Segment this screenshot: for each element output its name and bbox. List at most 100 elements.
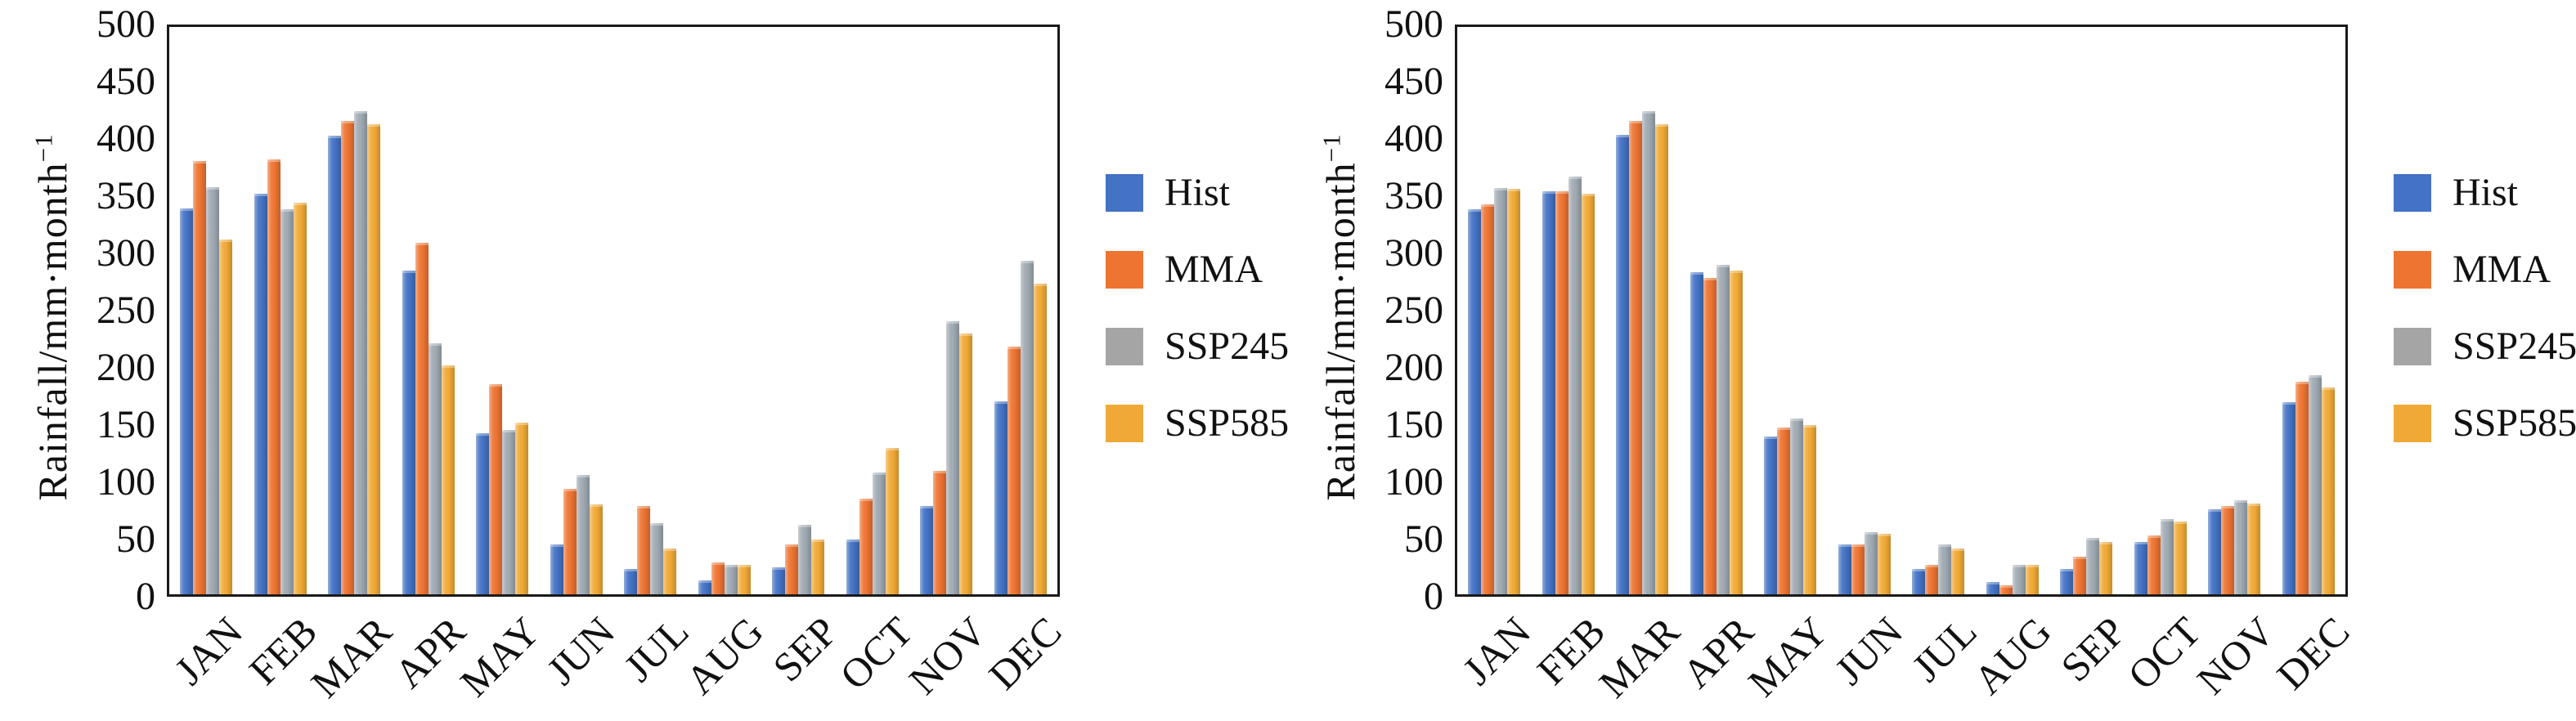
chart-panel-left: Rainfall/mm·month−1 0 50 100 150 200 250 300 35…: [29, 5, 1289, 707]
legend-label: Hist: [2453, 171, 2519, 214]
bar-ssp245: [724, 564, 738, 594]
month-label-aug: AUG: [1964, 607, 2060, 704]
bar-group-jan: [1457, 27, 1532, 594]
y-tick-label: 450: [1384, 60, 1443, 103]
y-tick-label: 200: [1384, 346, 1443, 389]
bar-mma: [1703, 277, 1717, 594]
bar-group-mar: [1605, 27, 1680, 594]
month-label-oct: OCT: [830, 607, 921, 699]
bar-hist: [550, 544, 563, 594]
bar-ssp585: [219, 239, 233, 594]
month-label-aug: AUG: [676, 607, 772, 704]
legend-label: SSP585: [1165, 401, 1290, 445]
month-label-dec: DEC: [2267, 607, 2358, 699]
bar-ssp245: [502, 429, 516, 594]
bar-mma: [2221, 505, 2235, 594]
month-label-may: MAY: [1739, 607, 1837, 705]
bar-hist: [1838, 544, 1851, 594]
y-tick-label: 100: [96, 460, 155, 504]
y-tick-label: 250: [96, 289, 155, 332]
bar-mma: [1777, 427, 1791, 594]
bar-group-jul: [1901, 27, 1976, 594]
plot-area: [1455, 25, 2348, 597]
bar-mma: [489, 384, 503, 594]
legend-swatch-hist: [2394, 174, 2431, 212]
bar-ssp585: [1655, 124, 1669, 594]
bar-mma: [1007, 347, 1021, 594]
bar-hist: [1468, 209, 1482, 594]
bar-ssp245: [1790, 418, 1804, 594]
bar-ssp585: [589, 504, 603, 594]
bar-group-jan: [169, 27, 244, 594]
bar-group-dec: [2272, 27, 2346, 594]
bar-ssp585: [2173, 522, 2187, 594]
month-label-sep: SEP: [2052, 607, 2134, 691]
legend-item-ssp585: SSP585: [1106, 404, 1289, 443]
bar-mma: [859, 499, 873, 594]
legend-swatch-ssp245: [2394, 328, 2431, 365]
legend-swatch-hist: [1106, 174, 1143, 212]
month-label-nov: NOV: [900, 607, 995, 704]
bar-hist: [772, 566, 786, 594]
bar-ssp585: [2247, 503, 2261, 594]
bar-ssp245: [2234, 499, 2248, 594]
legend-item-ssp245: SSP245: [1106, 327, 1289, 366]
bar-hist: [1764, 437, 1778, 594]
bar-ssp585: [2025, 564, 2039, 594]
bar-hist: [1542, 191, 1555, 594]
bar-ssp585: [1033, 283, 1047, 594]
month-label-dec: DEC: [979, 607, 1070, 699]
bar-group-sep: [2049, 27, 2124, 594]
bar-ssp585: [885, 447, 899, 594]
bar-mma: [1629, 121, 1643, 594]
bar-group-jul: [613, 27, 688, 594]
bar-hist: [1690, 271, 1703, 594]
bar-ssp245: [650, 522, 664, 594]
bar-group-may: [465, 27, 540, 594]
bar-group-oct: [836, 27, 910, 594]
bar-hist: [1986, 581, 1999, 594]
legend-label: MMA: [1165, 248, 1263, 291]
bar-hist: [2282, 402, 2296, 594]
y-tick-label: 150: [96, 403, 155, 446]
bar-group-sep: [761, 27, 836, 594]
bar-ssp245: [2086, 537, 2100, 594]
bar-mma: [1925, 564, 1939, 594]
bar-hist: [2134, 542, 2147, 594]
bar-mma: [1481, 204, 1495, 594]
bar-hist: [624, 569, 638, 594]
bar-group-apr: [1680, 27, 1754, 594]
bar-ssp585: [2099, 542, 2113, 594]
month-label-jun: JUN: [537, 607, 623, 694]
bar-group-aug: [688, 27, 762, 594]
bar-group-feb: [244, 27, 318, 594]
bar-ssp245: [576, 475, 590, 594]
bar-ssp585: [1507, 189, 1521, 594]
month-label-oct: OCT: [2118, 607, 2209, 699]
bar-ssp585: [1803, 425, 1817, 594]
bar-hist: [994, 401, 1008, 594]
legend-label: SSP585: [2453, 401, 2576, 445]
legend-swatch-ssp245: [1106, 328, 1143, 365]
chart-panel-right: Rainfall/mm·month−1 0 50 100 150 200 250 300 35…: [1288, 0, 2576, 721]
y-tick-label: 50: [116, 517, 155, 561]
legend-item-ssp585: SSP585: [2394, 404, 2576, 443]
legend-item-hist: Hist: [2394, 173, 2576, 213]
y-tick-label: 300: [96, 231, 155, 275]
bar-ssp245: [428, 343, 442, 594]
legend-item-ssp245: SSP245: [2394, 327, 2576, 366]
bar-ssp585: [441, 365, 455, 594]
bar-group-apr: [392, 27, 466, 594]
bar-ssp585: [1581, 194, 1595, 594]
legend-swatch-mma: [1106, 251, 1143, 289]
bar-group-jun: [1828, 27, 1902, 594]
y-tick-label: 50: [1404, 517, 1443, 561]
bar-mma: [1999, 584, 2013, 594]
y-tick-label: 300: [1384, 231, 1443, 275]
bar-hist: [846, 540, 859, 594]
bar-ssp245: [2160, 519, 2174, 594]
y-tick-label: 350: [96, 174, 155, 217]
bar-mma: [1555, 191, 1568, 594]
month-label-jan: JAN: [165, 607, 251, 694]
legend: Hist MMA SSP245 SSP585: [2394, 173, 2576, 481]
